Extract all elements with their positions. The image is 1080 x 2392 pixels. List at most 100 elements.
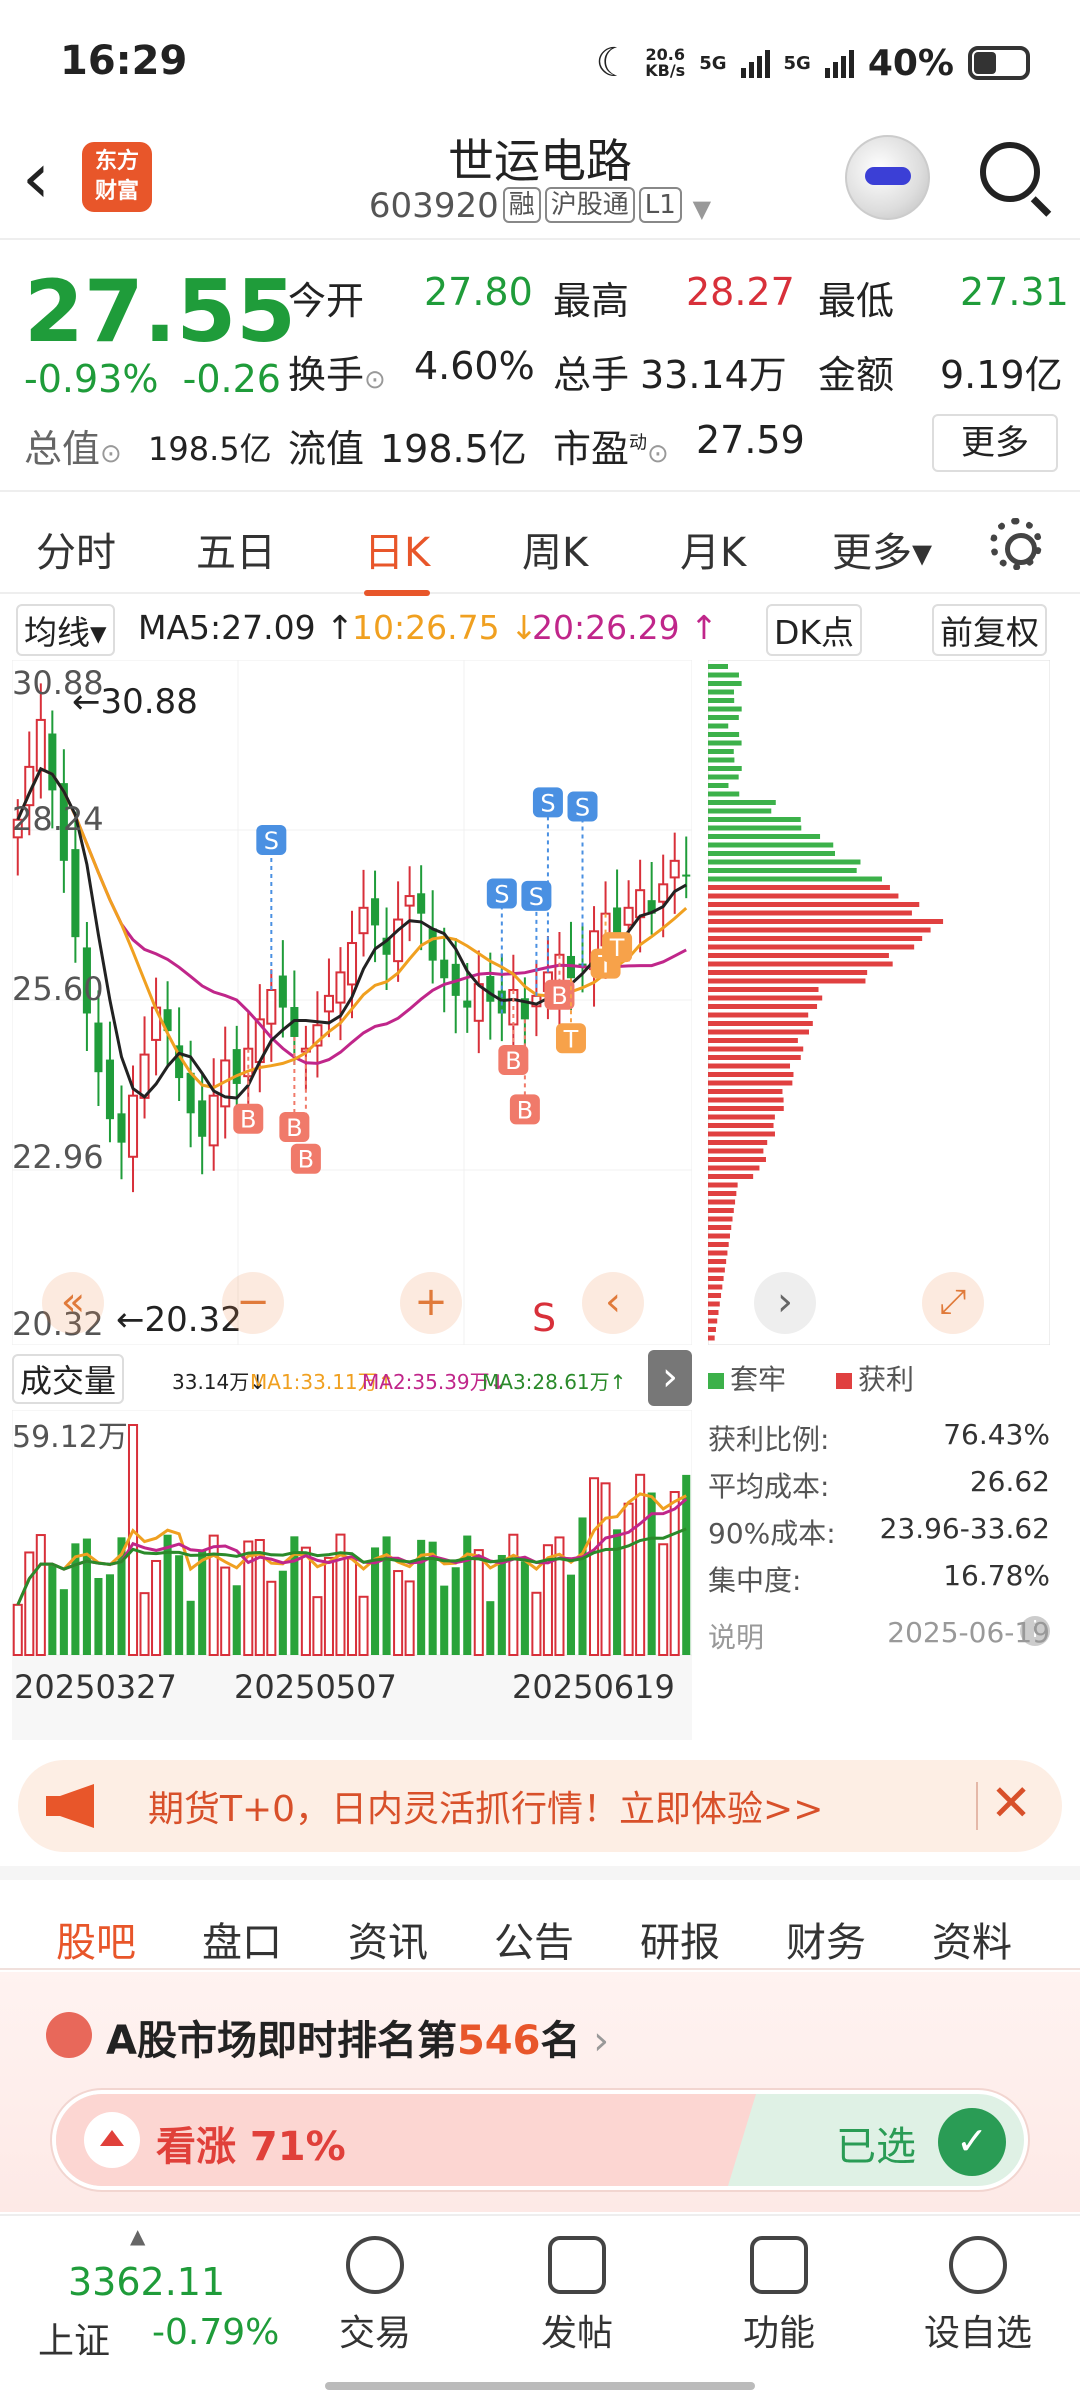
dk-point-select[interactable]: DK点	[766, 604, 863, 656]
marker-label: S	[264, 827, 279, 855]
tab-weekly-k[interactable]: 周K	[522, 530, 589, 576]
y-label-1: 30.88	[12, 664, 104, 702]
volume-bar	[290, 1536, 299, 1655]
nav-trade[interactable]: 交易	[305, 2236, 445, 2356]
nav-functions[interactable]: 功能	[709, 2236, 849, 2356]
volume-indicator-select[interactable]: 成交量	[12, 1354, 125, 1404]
amount-label: 金额	[818, 353, 895, 397]
marker-badge	[279, 1111, 310, 1142]
sentiment-vote[interactable]: 看涨 71% 已选 ✓	[52, 2090, 1028, 2190]
net-speed: 20.6 KB/s	[645, 45, 686, 80]
selected-label: 已选	[836, 2124, 916, 2170]
arrow-up-icon	[84, 2112, 140, 2168]
nav-post[interactable]: 发帖	[507, 2236, 647, 2356]
tab-five-day[interactable]: 五日	[196, 530, 276, 576]
stock-code-row[interactable]: 603920 融沪股通 L1 ▼	[0, 186, 1080, 226]
stock-code: 603920	[368, 186, 499, 226]
chip-bar	[708, 893, 899, 899]
tab-announcements[interactable]: 公告	[494, 1920, 574, 1966]
stat-concentration: 集中度: 16.78%	[708, 1559, 1050, 1597]
tab-monthly-k[interactable]: 月K	[680, 530, 747, 576]
scroll-left-icon[interactable]: ‹	[582, 1272, 644, 1334]
caret-up-icon: ▲	[130, 2224, 146, 2248]
volume-chart[interactable]: 59.12万 20250327 20250507 20250619	[11, 1409, 693, 1740]
candle-body	[404, 895, 415, 907]
scroll-left-fast-icon[interactable]: «	[42, 1272, 104, 1334]
chip-bar	[708, 961, 893, 967]
chip-bar	[708, 1089, 783, 1094]
search-icon[interactable]	[980, 142, 1040, 202]
nav-add-watchlist[interactable]: 设自选	[908, 2236, 1048, 2356]
legend-trap: 套牢	[708, 1358, 786, 1398]
volume-bars-group	[12, 1424, 691, 1657]
float-value: 198.5亿	[380, 427, 527, 471]
gear-icon[interactable]	[990, 518, 1042, 570]
legend-profit: 获利	[836, 1358, 914, 1398]
ma20-line	[16, 766, 687, 1065]
stat-profit-ratio: 获利比例: 76.43%	[708, 1418, 1050, 1456]
close-icon[interactable]: ✕	[990, 1774, 1032, 1832]
zoom-out-icon[interactable]: −	[222, 1272, 284, 1334]
banner-divider	[976, 1782, 978, 1830]
volume-ma1: MA1:33.11万↑	[250, 1370, 395, 1394]
app-logo[interactable]: 东方 财富	[82, 142, 152, 212]
indicator-select[interactable]: 均线▾	[16, 604, 115, 656]
chip-bar	[708, 1055, 801, 1060]
chip-bar	[708, 715, 739, 720]
tab-research[interactable]: 研报	[640, 1920, 720, 1966]
volume-bar	[440, 1585, 449, 1655]
chip-bar	[708, 800, 776, 805]
megaphone-icon	[46, 1784, 94, 1828]
back-icon[interactable]: ‹	[22, 137, 50, 219]
tab-profile[interactable]: 资料	[932, 1920, 1012, 1966]
expand-icon[interactable]: ⤢	[922, 1272, 984, 1334]
y-label-4: 22.96	[12, 1138, 104, 1176]
stat-note-row[interactable]: 说明 i 2025-06-19	[708, 1616, 1050, 1654]
low-value: 27.31	[960, 270, 1069, 314]
rank-chart-icon	[46, 2012, 92, 2058]
signal-5g-label: 5G	[699, 52, 727, 74]
rank-text[interactable]: A股市场即时排名第546名 ›	[106, 2018, 610, 2064]
index-value[interactable]: 3362.11	[68, 2260, 226, 2304]
volume-bar	[232, 1585, 241, 1655]
volume-label: 总手	[553, 353, 630, 397]
adjust-select[interactable]: 前复权	[932, 604, 1047, 656]
volume-bar	[613, 1529, 622, 1655]
tab-more[interactable]: 更多▾	[832, 530, 933, 576]
marker-badge	[486, 878, 517, 909]
volume-bar	[323, 1556, 334, 1656]
chip-bar	[708, 1208, 734, 1213]
ma-bar: 均线▾ MA5:27.09 ↑ 10:26.75 ↓ 20:26.29 ↑ DK…	[0, 600, 1080, 656]
tab-orderbook[interactable]: 盘口	[202, 1920, 282, 1966]
tab-finance[interactable]: 财务	[786, 1920, 866, 1966]
bullish-fill	[56, 2094, 756, 2186]
volume-bar	[243, 1540, 254, 1657]
promo-banner[interactable]: 期货T+0，日内灵活抓行情！立即体验>> ✕	[18, 1760, 1062, 1852]
tab-daily-k[interactable]: 日K	[364, 520, 431, 596]
tab-news[interactable]: 资讯	[348, 1920, 428, 1966]
volume-bar	[335, 1533, 346, 1656]
tag-level: L1	[638, 187, 682, 223]
chip-next-icon[interactable]: ›	[754, 1272, 816, 1334]
price-change: -0.93% -0.26	[24, 357, 281, 401]
volume-value: 33.14万	[640, 353, 787, 397]
date-label-3: 20250619	[512, 1668, 675, 1706]
check-icon[interactable]: ✓	[938, 2108, 1006, 2176]
zoom-in-icon[interactable]: +	[400, 1272, 462, 1334]
change-value: -0.26	[182, 357, 281, 401]
chip-bar	[708, 1216, 733, 1222]
assistant-robot-icon[interactable]	[845, 135, 930, 220]
caret-down-icon: ▼	[692, 195, 712, 223]
more-button[interactable]: 更多	[932, 414, 1058, 472]
chip-bar	[708, 1310, 719, 1315]
expand-right-icon[interactable]: ›	[648, 1350, 692, 1406]
info-icon: ⊙	[364, 365, 386, 395]
tab-forum[interactable]: 股吧	[56, 1910, 136, 1986]
chip-bar	[708, 868, 857, 873]
mktcap-value: 198.5亿	[148, 430, 272, 468]
chip-bar	[708, 1259, 727, 1264]
candle-body	[266, 989, 277, 1025]
tab-intraday[interactable]: 分时	[36, 530, 116, 576]
